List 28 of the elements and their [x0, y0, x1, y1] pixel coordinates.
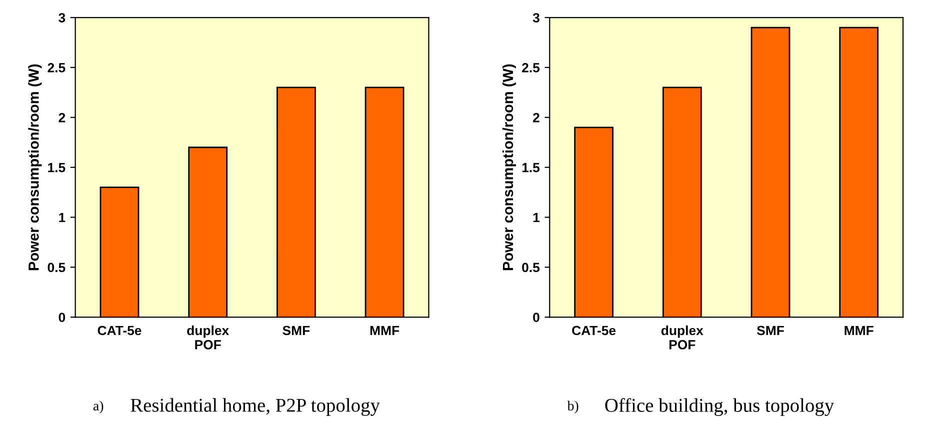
x-tick-label: CAT-5e	[572, 326, 616, 336]
x-tick-label: SMF	[756, 326, 784, 336]
text: b)	[567, 400, 578, 414]
y-tick-label: 2	[58, 112, 66, 122]
y-tick-label: 1	[533, 212, 540, 222]
x-tick-label: SMF	[282, 326, 310, 336]
y-tick-label: 0.5	[522, 262, 540, 272]
y-tick-label: 0	[533, 312, 540, 322]
y-tick-label: 3	[58, 13, 66, 22]
y-tick-label: 2.5	[48, 63, 66, 72]
text: Office building, bus topology	[605, 398, 834, 416]
y-tick-label: 2	[533, 112, 540, 122]
y-tick-label: 1.5	[48, 163, 66, 172]
y-tick-label: 1	[59, 212, 66, 222]
y-axis-title: Power consumption/room (W)	[502, 64, 516, 270]
x-tick-label: CAT-5e	[98, 326, 142, 336]
text: Residential home, P2P topology	[130, 398, 380, 416]
y-tick-label: 3	[532, 13, 540, 22]
y-tick-label: 0	[58, 312, 66, 322]
x-tick-label: duplex POF	[661, 325, 704, 350]
y-axis-title: Power consumption/room (W)	[28, 64, 42, 270]
text: a)	[93, 400, 104, 414]
y-tick-label: 1.5	[522, 163, 540, 172]
x-tick-label: duplex POF	[187, 325, 230, 350]
x-tick-label: MMF	[844, 326, 874, 336]
x-tick-label: MMF	[370, 326, 400, 336]
y-tick-label: 2.5	[522, 63, 540, 72]
y-tick-label: 0.5	[48, 262, 66, 272]
